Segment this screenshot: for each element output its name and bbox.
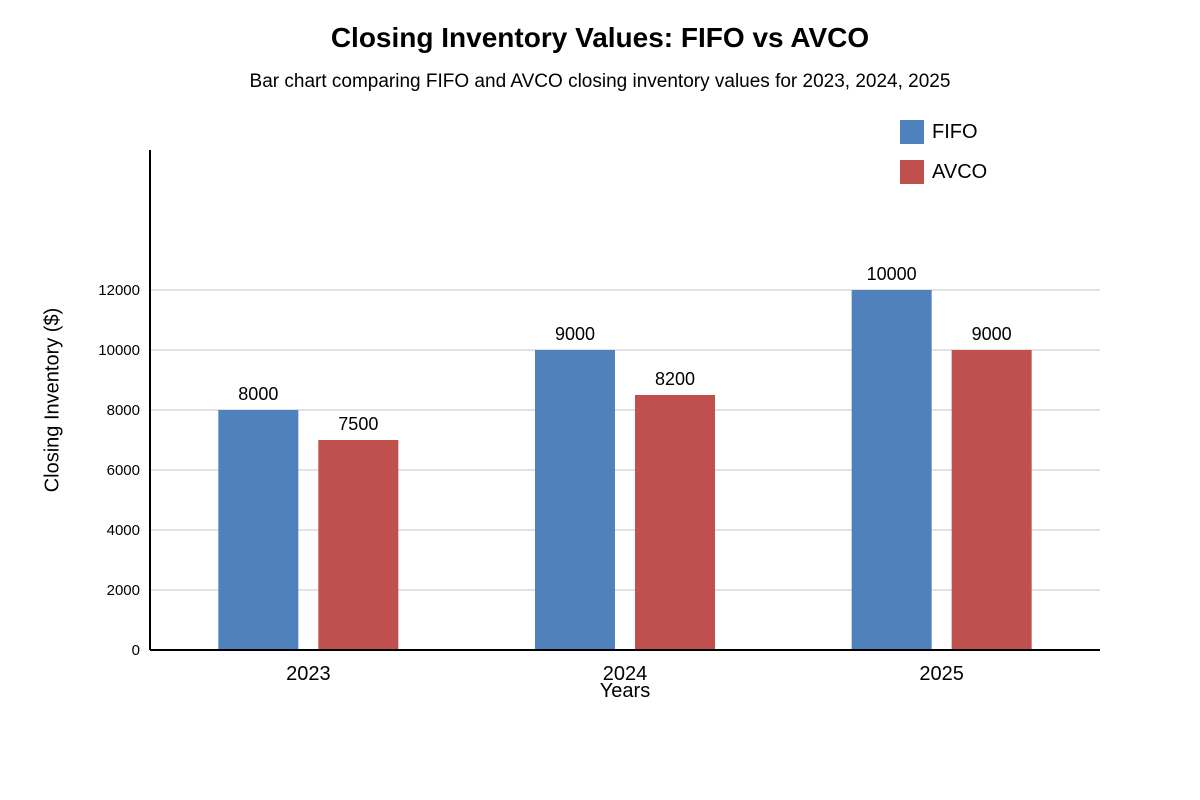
- chart-subtitle: Bar chart comparing FIFO and AVCO closin…: [249, 71, 951, 92]
- x-tick-label: 2024: [603, 663, 648, 685]
- bar-fifo-2023: [218, 410, 299, 650]
- bar-avco-2025: [951, 350, 1032, 650]
- bar-avco-2024: [635, 395, 715, 650]
- legend-label-avco: AVCO: [932, 160, 988, 183]
- legend-item-fifo: FIFO: [900, 120, 978, 144]
- data-label: 9000: [555, 324, 595, 344]
- y-tick-label: 12000: [98, 282, 140, 299]
- y-tick-label: 6000: [107, 462, 140, 479]
- y-tick-label: 8000: [107, 402, 140, 419]
- y-tick-label: 4000: [107, 522, 140, 539]
- data-label: 8200: [655, 369, 695, 389]
- legend-swatch-avco: [900, 160, 924, 184]
- bar-fifo-2025: [851, 290, 932, 650]
- y-tick-label: 2000: [107, 582, 140, 599]
- legend-label-fifo: FIFO: [932, 120, 978, 143]
- legend-item-avco: AVCO: [900, 160, 987, 184]
- data-label: 8000: [238, 384, 278, 404]
- bar-avco-2023: [318, 440, 399, 650]
- data-label: 10000: [867, 264, 917, 284]
- y-tick-label: 10000: [98, 342, 140, 359]
- y-tick-label: 0: [132, 642, 140, 659]
- y-axis-label: Closing Inventory ($): [41, 307, 64, 493]
- x-axis-label: Years: [599, 680, 651, 702]
- data-label: 7500: [338, 414, 378, 434]
- bar-fifo-2024: [535, 350, 615, 650]
- chart-title: Closing Inventory Values: FIFO vs AVCO: [330, 22, 870, 53]
- x-tick-label: 2025: [919, 663, 964, 685]
- data-label: 9000: [972, 324, 1012, 344]
- x-tick-label: 2023: [286, 663, 331, 685]
- legend-swatch-fifo: [900, 120, 924, 144]
